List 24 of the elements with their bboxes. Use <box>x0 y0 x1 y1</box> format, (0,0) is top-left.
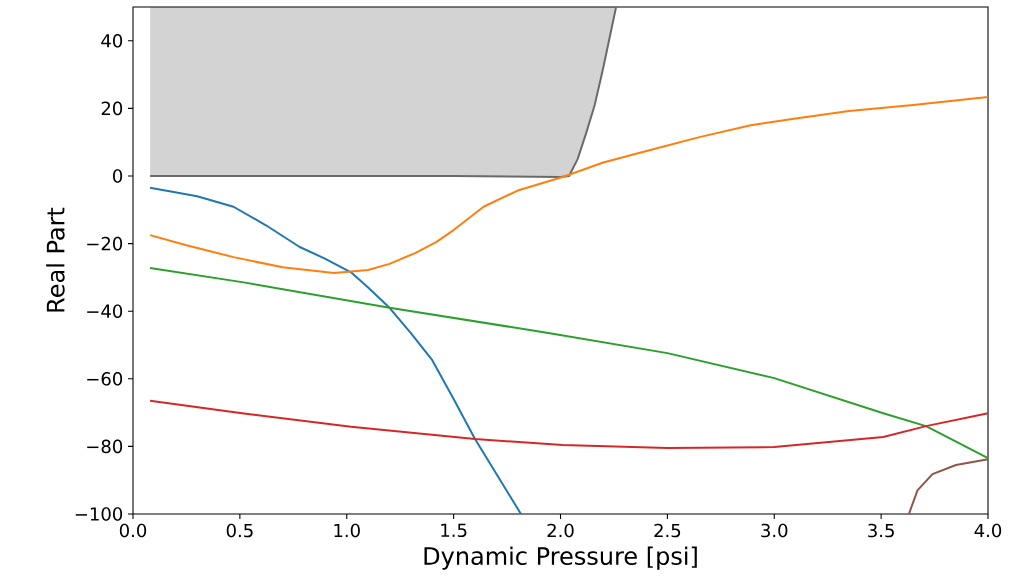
x-tick-label: 2.0 <box>547 523 574 538</box>
x-tick-label: 1.5 <box>441 523 467 538</box>
y-axis-title: Real Part <box>46 207 65 312</box>
x-tick-label: 2.5 <box>654 523 681 538</box>
line-series <box>149 399 989 450</box>
x-axis-title: Dynamic Pressure [psi] <box>424 546 697 570</box>
x-tick-label: 0.5 <box>226 523 253 538</box>
y-tick-label: −20 <box>87 236 123 251</box>
y-tick-label: −60 <box>87 371 123 386</box>
line-series <box>149 266 989 460</box>
y-tick-label: −80 <box>87 439 123 454</box>
y-tick-label: −100 <box>75 507 123 521</box>
x-tick-label: 1.0 <box>334 523 360 538</box>
y-tick-label: 0 <box>113 169 123 183</box>
line-series <box>149 95 989 275</box>
y-tick-label: 20 <box>101 101 123 116</box>
x-tick-label: 3.5 <box>868 523 894 538</box>
line-series <box>907 458 989 514</box>
y-tick-label: −40 <box>87 304 123 318</box>
x-tick-label: 4.0 <box>974 523 1002 538</box>
y-tick-label: 40 <box>101 33 123 48</box>
x-tick-label: 0.0 <box>119 523 147 538</box>
line-series <box>149 186 522 514</box>
x-tick-label: 3.0 <box>761 523 788 538</box>
